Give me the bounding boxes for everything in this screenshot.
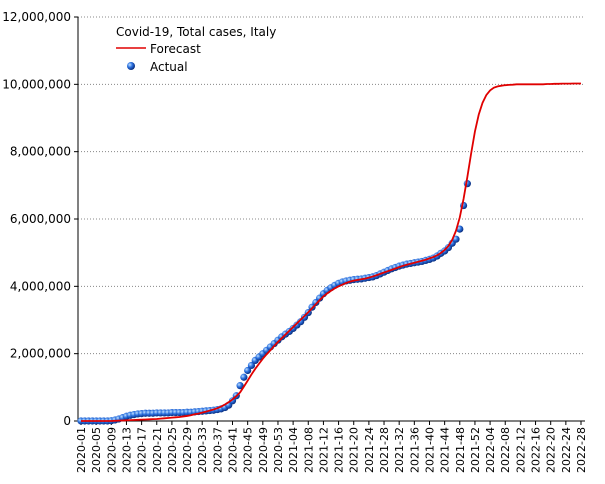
x-tick-label: 2022-04: [484, 427, 497, 473]
x-tick-label: 2021-32: [393, 427, 406, 473]
actual-point: [456, 225, 464, 233]
y-tick-label: 0: [63, 414, 71, 428]
x-tick-label: 2021-16: [333, 427, 346, 473]
y-tick-label: 2,000,000: [10, 347, 71, 361]
x-tick-label: 2020-01: [75, 427, 88, 473]
x-tick-label: 2021-28: [378, 427, 391, 473]
x-tick-label: 2020-53: [272, 427, 285, 473]
x-tick-label: 2020-33: [196, 427, 209, 473]
y-tick-label: 10,000,000: [2, 77, 71, 91]
x-tick-label: 2021-20: [348, 427, 361, 473]
x-tick-label: 2021-44: [439, 427, 452, 473]
x-tick-label: 2021-36: [408, 427, 421, 473]
x-tick-label: 2020-37: [211, 427, 224, 473]
x-tick-label: 2020-13: [120, 427, 133, 473]
x-tick-label: 2020-41: [227, 427, 240, 473]
x-tick-label: 2022-24: [560, 427, 573, 473]
actual-point: [247, 361, 256, 370]
x-tick-label: 2021-40: [423, 427, 436, 473]
x-tick-label: 2020-25: [166, 427, 179, 473]
legend-label: Forecast: [150, 42, 201, 56]
forecast-line: [81, 82, 581, 422]
y-tick-label: 4,000,000: [10, 279, 71, 293]
x-tick-label: 2022-20: [545, 427, 558, 473]
x-tick-label: 2020-29: [181, 427, 194, 473]
legend-label: Actual: [150, 60, 188, 74]
x-tick-label: 2020-21: [151, 427, 164, 473]
actual-point: [240, 373, 248, 381]
actual-point: [236, 382, 244, 390]
x-tick-label: 2020-05: [90, 427, 103, 473]
x-tick-label: 2021-04: [287, 427, 300, 473]
x-tick-label: 2021-52: [469, 427, 482, 473]
chart-title: Covid-19, Total cases, Italy: [116, 25, 276, 39]
legend-actual-swatch: [127, 62, 135, 70]
x-tick-label: 2022-16: [530, 427, 543, 473]
x-tick-label: 2022-28: [575, 427, 588, 473]
y-tick-label: 12,000,000: [2, 10, 71, 24]
x-tick-label: 2021-08: [302, 427, 315, 473]
actual-point: [244, 366, 252, 375]
x-tick-label: 2022-08: [499, 427, 512, 473]
y-tick-label: 8,000,000: [10, 145, 71, 159]
x-tick-label: 2020-49: [257, 427, 270, 473]
x-tick-label: 2021-24: [363, 427, 376, 473]
x-tick-label: 2021-12: [317, 427, 330, 473]
x-tick-label: 2020-17: [136, 427, 149, 473]
x-tick-label: 2022-12: [514, 427, 527, 473]
x-tick-label: 2021-48: [454, 427, 467, 473]
x-tick-label: 2020-45: [242, 427, 255, 473]
y-tick-label: 6,000,000: [10, 212, 71, 226]
x-tick-label: 2020-09: [105, 427, 118, 473]
